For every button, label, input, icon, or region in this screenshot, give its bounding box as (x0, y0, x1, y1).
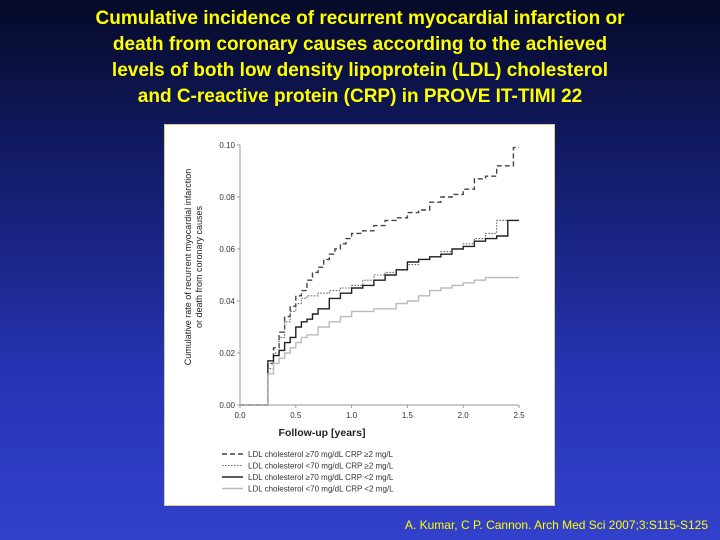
x-tick-label: 0.5 (290, 411, 302, 420)
y-tick-label: 0.02 (219, 349, 235, 358)
series-line-1 (240, 146, 519, 406)
x-tick-label: 2.5 (513, 411, 525, 420)
title-line: Cumulative incidence of recurrent myocar… (95, 8, 625, 29)
y-tick-label: 0.04 (219, 297, 235, 306)
y-tick-label: 0.06 (219, 245, 235, 254)
legend-label: LDL cholesterol <70 mg/dL CRP <2 mg/L (248, 485, 394, 494)
chart-axes: 0.00 0.02 0.04 0.06 0.08 0.10 0.0 0.5 1.0 1.5 2.0 2… (219, 141, 525, 420)
title-line: death from coronary causes according to … (112, 34, 608, 55)
y-tick-label: 0.10 (219, 141, 235, 150)
title-line: levels of both low density lipoprotein (… (111, 60, 609, 81)
chart-legend: LDL cholesterol ≥70 mg/dL CRP ≥2 mg/L LDL… (222, 450, 394, 494)
x-tick-label: 1.5 (402, 411, 414, 420)
x-tick-label: 1.0 (346, 411, 358, 420)
citation: A. Kumar, C P. Cannon. Arch Med Sci 2007… (404, 518, 708, 532)
slide-title: Cumulative incidence of recurrent myocar… (30, 6, 690, 110)
line-chart: 0.00 0.02 0.04 0.06 0.08 0.10 0.0 0.5 1.0 1.5 2.0 2… (183, 141, 525, 494)
x-axis-label: Follow-up [years] (279, 427, 366, 439)
y-tick-label: 0.08 (219, 193, 235, 202)
y-axis-label: Cumulative rate of recurrent myocardial … (183, 169, 193, 366)
title-line: and C-reactive protein (CRP) in PROVE IT… (137, 86, 583, 107)
legend-label: LDL cholesterol ≥70 mg/dL CRP <2 mg/L (248, 473, 394, 482)
chart-panel: 0.00 0.02 0.04 0.06 0.08 0.10 0.0 0.5 1.0 1.5 2.0 2… (164, 124, 555, 506)
x-tick-label: 0.0 (234, 411, 246, 420)
y-axis-label: or death from coronary causes (194, 205, 204, 328)
legend-label: LDL cholesterol ≥70 mg/dL CRP ≥2 mg/L (248, 450, 394, 459)
series-line-2 (240, 219, 519, 406)
y-tick-label: 0.00 (219, 401, 235, 410)
x-tick-label: 2.0 (458, 411, 470, 420)
chart-series (240, 146, 519, 406)
series-line-3 (240, 219, 519, 406)
legend-label: LDL cholesterol <70 mg/dL CRP ≥2 mg/L (248, 462, 394, 471)
series-line-4 (240, 276, 519, 406)
